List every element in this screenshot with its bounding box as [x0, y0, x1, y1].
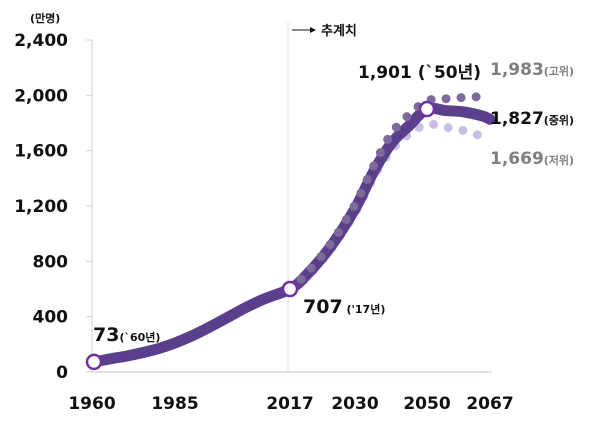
projection-label: 추계치: [321, 23, 357, 39]
annotation-suffix: (`60년): [119, 330, 160, 344]
x-tick-label: 2067: [466, 394, 513, 414]
y-tick-label: 0: [56, 363, 68, 383]
y-tick-label: 1,600: [14, 142, 68, 162]
projection-arrow-icon: [310, 27, 316, 33]
x-axis: 1960 1985 2017 2030 2050 2067: [68, 371, 514, 414]
y-tick-label: 800: [33, 252, 69, 272]
y-tick-label: 2,400: [14, 31, 68, 51]
annotation-suffix: (고위): [544, 65, 574, 78]
annotation-value: 73: [93, 324, 119, 346]
annotation-value: 707: [303, 296, 343, 318]
x-tick-label: 1960: [68, 394, 115, 414]
y-tick-label: 1,200: [14, 197, 68, 217]
annotation-suffix: (저위): [544, 153, 574, 167]
y-axis: 0 400 800 1,200 1,600 2,000 2,400: [14, 31, 93, 383]
data-point-marker: [418, 100, 436, 118]
annotation-suffix: ('17년): [343, 302, 386, 316]
annotation-group: 73(`60년)707 ('17년)1,901 (`50년) 1,983(고위)1…: [93, 60, 574, 346]
annotation-value: 1,669: [490, 149, 544, 169]
data-point-marker: [281, 280, 299, 298]
series-line-저위: [285, 119, 495, 294]
y-unit-label: (만명): [30, 11, 60, 25]
annotation-suffix: (`50년): [412, 63, 481, 83]
x-tick-label: 2017: [266, 394, 313, 414]
series-line-중위: [88, 102, 496, 368]
annotation-value: 1,827: [490, 109, 544, 129]
x-tick-label: 2050: [403, 394, 450, 414]
annotation-ahigh: 1,983(고위): [490, 60, 574, 80]
series-group: [88, 92, 496, 368]
y-tick-label: 2,000: [14, 86, 68, 106]
annotation-a2017: 707 ('17년): [303, 296, 385, 318]
annotation-amid: 1,827(중위): [490, 109, 574, 129]
marker-group: [85, 100, 436, 371]
annotation-a1960: 73(`60년): [93, 324, 160, 346]
annotation-value: 1,901: [358, 63, 412, 83]
annotation-a2050: 1,901 (`50년): [358, 63, 481, 83]
x-tick-label: 1985: [151, 394, 198, 414]
y-tick-label: 400: [33, 308, 69, 328]
annotation-alow: 1,669(저위): [490, 149, 574, 169]
data-point-marker: [85, 353, 103, 371]
annotation-value: 1,983: [490, 60, 544, 80]
x-tick-label: 2030: [331, 394, 378, 414]
annotation-suffix: (중위): [544, 114, 574, 127]
projection-divider: 추계치: [287, 22, 357, 372]
series-line-고위: [285, 92, 495, 294]
